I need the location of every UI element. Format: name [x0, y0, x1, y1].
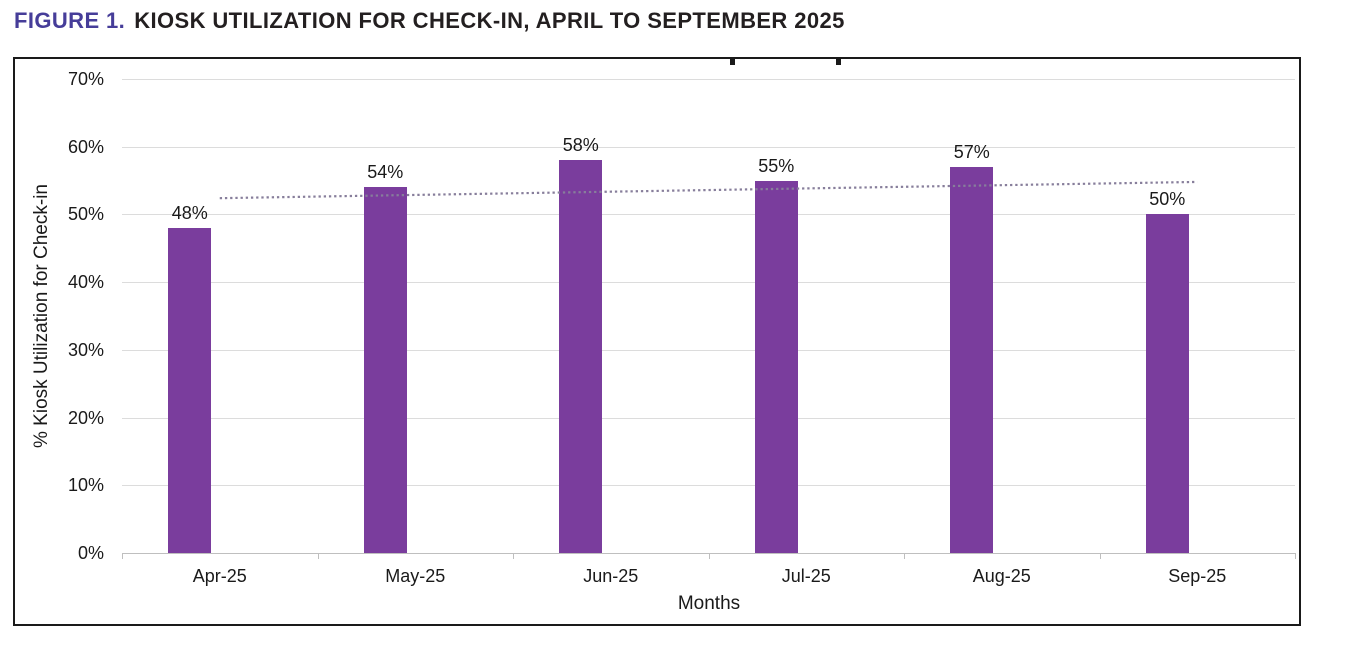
- y-tick-label: 20%: [67, 407, 104, 428]
- x-category-label: May-25: [385, 566, 446, 586]
- bar-value-label: 50%: [1149, 189, 1186, 210]
- x-category-label: Apr-25: [192, 566, 247, 586]
- y-tick-label: 70%: [67, 69, 104, 89]
- gridline: [122, 417, 1295, 419]
- bar-value-label: 57%: [953, 142, 990, 163]
- bar: [363, 187, 407, 553]
- bar-value-label: 58%: [562, 135, 599, 156]
- gridline: [122, 485, 1295, 487]
- x-category-label: Jul-25: [781, 566, 831, 586]
- bar-value-label: 54%: [367, 162, 404, 183]
- x-axis-tick: [1295, 553, 1296, 559]
- x-category-label: Sep-25: [1168, 566, 1227, 586]
- figure-title-text: KIOSK UTILIZATION FOR CHECK-IN, APRIL TO…: [134, 8, 845, 33]
- bar-value-label: 55%: [758, 155, 795, 176]
- gridline: [122, 214, 1295, 216]
- bar: [950, 167, 994, 553]
- figure-title: FIGURE 1. KIOSK UTILIZATION FOR CHECK-IN,…: [14, 8, 845, 34]
- cropped-title-descender-mark: [730, 59, 735, 65]
- x-category-label: Jun-25: [583, 566, 639, 586]
- x-axis-tick: [904, 553, 905, 559]
- gridline: [122, 146, 1295, 148]
- gridline: [122, 282, 1295, 284]
- y-tick-label: 60%: [67, 136, 104, 157]
- bar: [559, 160, 603, 553]
- cropped-title-descender-mark: [836, 59, 841, 65]
- gridline: [122, 349, 1295, 351]
- x-category-label: Aug-25: [972, 566, 1031, 586]
- y-tick-label: 50%: [67, 204, 104, 225]
- bar: [168, 227, 212, 553]
- x-axis-tick: [122, 553, 123, 559]
- x-axis-tick: [1099, 553, 1101, 559]
- y-tick-label: 10%: [67, 475, 104, 496]
- x-axis-tick: [708, 553, 710, 559]
- figure-title-prefix: FIGURE 1.: [14, 8, 126, 33]
- bar: [1145, 214, 1189, 553]
- bar: [754, 180, 798, 553]
- bar-value-label: 48%: [171, 202, 208, 223]
- x-axis-tick: [317, 553, 319, 559]
- x-axis-title: Months: [677, 593, 741, 614]
- y-tick-label: 30%: [67, 339, 104, 360]
- y-tick-label: 40%: [67, 272, 104, 293]
- x-axis-tick: [513, 553, 514, 559]
- gridline: [122, 79, 1295, 80]
- chart-frame: % Kiosk Utilization for Check-in 0% 10% 20…: [13, 57, 1301, 626]
- y-tick-label: 0%: [77, 543, 104, 563]
